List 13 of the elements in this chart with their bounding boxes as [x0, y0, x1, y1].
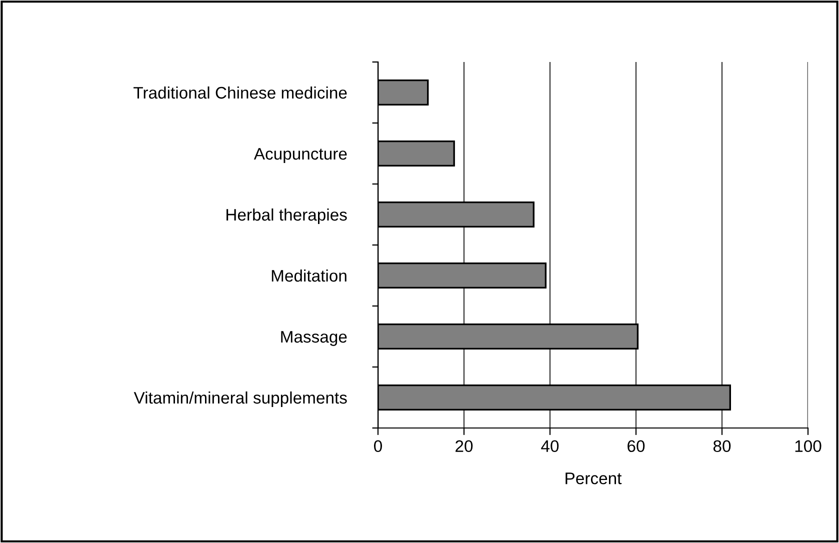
- x-tick-label: 40: [541, 440, 559, 452]
- y-tick-label: Herbal therapies: [226, 208, 347, 224]
- x-tick-label: 60: [628, 440, 645, 452]
- y-tick-label: Traditional Chinese medicine: [134, 86, 347, 99]
- x-tick-label: 80: [713, 440, 731, 452]
- x-tick-label: 0: [374, 440, 382, 452]
- y-tick-label: Massage: [281, 331, 347, 346]
- y-tick-label: Acupuncture: [254, 148, 347, 163]
- x-axis-title: Percent: [566, 472, 622, 484]
- y-tick-label: Meditation: [272, 269, 346, 282]
- y-tick-label: Vitamin/mineral supplements: [134, 391, 347, 407]
- x-tick-label: 20: [456, 440, 473, 452]
- x-tick-label: 100: [795, 440, 822, 452]
